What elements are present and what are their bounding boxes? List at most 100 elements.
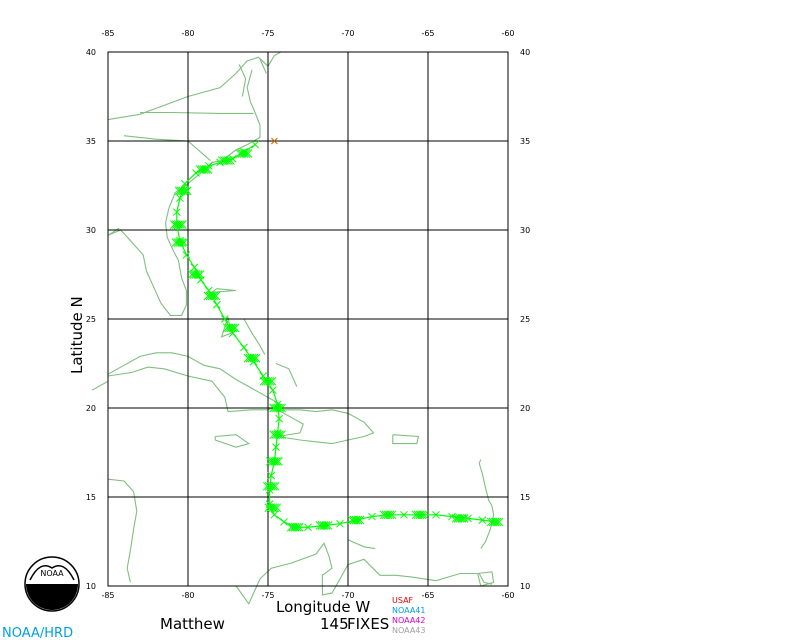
x-tick-label: -85 [101,591,114,600]
fix-count: 145 [320,615,349,633]
coastline-segment [259,58,267,74]
fix-marker [368,512,376,521]
y-tick-label: 20 [520,404,530,413]
y-tick-label: 20 [86,404,96,413]
fix-cluster [187,270,205,279]
fix-marker [478,516,487,524]
end-fix-marker [271,137,278,145]
coastline-segment [210,288,237,293]
coastline-segment [214,434,251,448]
fix-cluster [347,515,365,525]
y-tick-label: 15 [86,493,96,502]
fix-marker [304,523,312,532]
storm-name: Matthew [160,615,225,633]
y-tick-label: 40 [520,48,530,57]
coastline-segment [107,51,282,121]
fix-marker [268,386,277,395]
y-tick-label: 30 [86,226,96,235]
tick-labels: -85 -85 -80 -80 -75 -75 -70 -70 -65 -65 -60 -60 10 10… [86,29,530,600]
fix-cluster [218,156,235,165]
fix-marker [220,315,229,323]
coastline-segment [392,434,420,445]
y-axis-label: Latitude N [68,296,86,374]
x-tick-label: -80 [181,591,194,600]
legend-entry: USAF [392,596,414,605]
coastline-segment [478,459,495,549]
x-tick-label: -60 [501,29,514,38]
logo-text: NOAA [40,569,64,578]
coastline-segment [91,380,109,391]
y-tick-label: 30 [520,226,530,235]
fix-marker [336,519,344,528]
fixes-label: FIXES [347,615,389,633]
fix-marker [275,414,284,423]
fix-cluster [266,457,283,466]
fix-cluster [171,238,189,247]
fix-cluster [174,186,192,196]
x-tick-label: -80 [181,29,194,38]
coastline-segment [347,539,376,550]
coastline-segment [107,227,120,236]
fix-cluster [170,220,187,230]
coastline-segment [477,571,495,587]
fix-marker [280,518,288,526]
x-tick-label: -75 [261,29,274,38]
fix-marker [251,140,260,149]
fix-marker [172,208,181,217]
y-tick-label: 10 [86,582,96,591]
legend-entry: NOAA43 [392,626,426,635]
x-tick-label: -70 [341,591,354,600]
coastline-layer [91,51,495,605]
y-tick-label: 25 [86,315,96,324]
y-tick-label: 15 [520,493,530,502]
fix-cluster [203,291,221,301]
fix-marker [190,263,199,272]
coastline-segment [107,478,138,583]
x-tick-label: -65 [421,591,434,600]
y-tick-label: 10 [520,582,530,591]
fix-cluster [379,510,397,520]
fix-cluster [235,149,253,158]
x-tick-label: -75 [261,591,274,600]
x-tick-label: -70 [341,29,354,38]
coastline-segment [238,64,247,97]
fix-marker [270,510,279,519]
fix-marker [267,471,276,480]
fix-cluster [269,430,286,440]
coastline-segment [243,318,266,355]
fix-cluster [411,510,429,520]
coastline-segment [235,542,493,605]
coastline-segment [275,362,298,387]
fix-cluster [264,503,282,513]
fix-cluster [222,323,240,333]
grid-layer [107,51,509,587]
fix-marker [400,510,408,519]
y-tick-label: 35 [86,137,96,146]
fix-marker [180,179,189,188]
fix-cluster [451,514,469,523]
fix-marker [182,251,191,259]
fix-marker [212,300,221,309]
x-tick-label: -85 [101,29,114,38]
y-tick-label: 25 [520,315,530,324]
fix-cluster [195,165,213,174]
y-tick-label: 40 [86,48,96,57]
org-label: NOAA/HRD [2,626,73,640]
fix-cluster [243,353,261,363]
fix-cluster [269,403,286,413]
fix-cluster [315,521,333,530]
fix-cluster [286,522,304,532]
fix-marker [432,510,440,519]
x-tick-label: -65 [421,29,434,38]
fix-cluster [259,376,277,386]
y-tick-label: 35 [520,137,530,146]
legend-entry: NOAA41 [392,606,426,615]
fix-cluster [262,481,280,491]
x-axis-label: Longitude W [276,598,370,616]
fix-marker [176,194,184,202]
fix-marker [240,343,248,352]
coastline-segment [140,111,254,114]
coastline-segment [123,135,211,162]
fix-marker [272,443,280,452]
